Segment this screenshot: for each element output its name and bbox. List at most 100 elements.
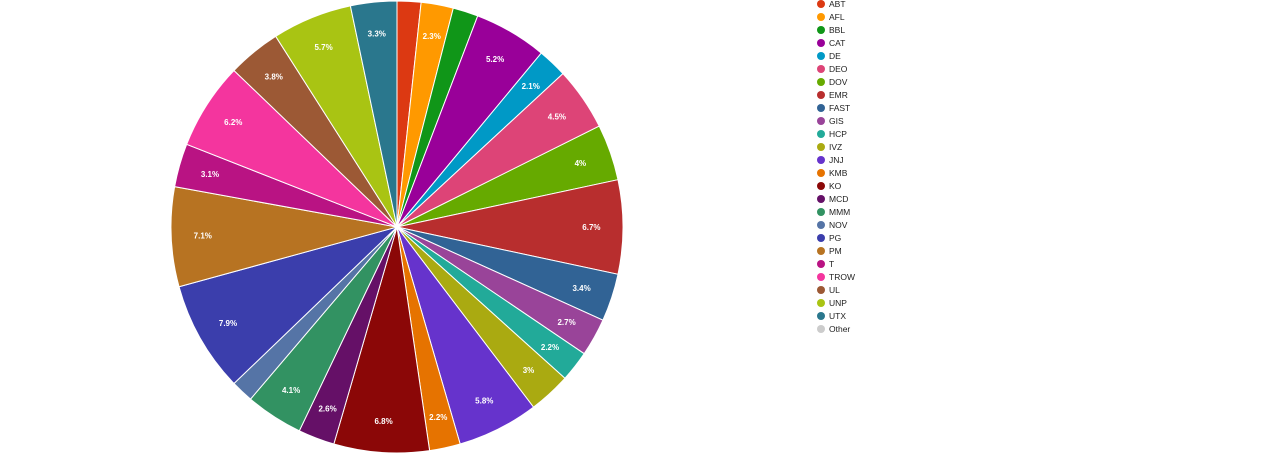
slice-trow-label: 6.2% (224, 118, 242, 127)
slice-ul-label: 3.8% (265, 73, 283, 82)
pie-slices (170, 0, 624, 454)
legend-label: MCD (829, 194, 848, 204)
legend-swatch (817, 312, 825, 320)
legend-label: TROW (829, 272, 855, 282)
legend-item-emr[interactable]: EMR (817, 90, 848, 100)
legend-item-dov[interactable]: DOV (817, 77, 848, 87)
slice-hcp-label: 2.2% (541, 343, 559, 352)
legend-item-unp[interactable]: UNP (817, 298, 847, 308)
slice-pm-label: 7.1% (194, 232, 212, 241)
slice-dov-label: 4% (575, 159, 587, 168)
slice-emr-label: 6.7% (582, 223, 600, 232)
legend-swatch (817, 65, 825, 73)
slice-ivz-label: 3% (523, 366, 535, 375)
legend-label: NOV (829, 220, 848, 230)
slice-pg[interactable] (178, 226, 398, 385)
legend-label: MMM (829, 207, 850, 217)
legend-item-cat[interactable]: CAT (817, 38, 845, 48)
legend-swatch (817, 143, 825, 151)
legend-item-bbl[interactable]: BBL (817, 25, 845, 35)
legend-item-pg[interactable]: PG (817, 233, 841, 243)
legend-item-jnj[interactable]: JNJ (817, 155, 844, 165)
legend-swatch (817, 208, 825, 216)
legend-item-hcp[interactable]: HCP (817, 129, 847, 139)
legend-item-fast[interactable]: FAST (817, 103, 850, 113)
slice-t-label: 3.1% (201, 170, 219, 179)
legend-item-trow[interactable]: TROW (817, 272, 855, 282)
legend-swatch (817, 195, 825, 203)
legend-label: IVZ (829, 142, 842, 152)
legend-label: DEO (829, 64, 848, 74)
slice-labels: 2.3% 5.2% 2.1% 4.5% 4% 6.7% 3.4% 2.7% 2.2% 3% 5.8%… (194, 30, 601, 426)
legend-label: UL (829, 285, 840, 295)
legend-label: Other (829, 324, 850, 334)
legend-item-kmb[interactable]: KMB (817, 168, 848, 178)
slice-pg-label: 7.9% (219, 319, 237, 328)
slice-jnj-label: 5.8% (475, 397, 493, 406)
slice-cat-label: 5.2% (486, 55, 504, 64)
legend-item-t[interactable]: T (817, 259, 834, 269)
legend-swatch (817, 260, 825, 268)
legend-item-gis[interactable]: GIS (817, 116, 844, 126)
legend-swatch (817, 156, 825, 164)
slice-afl-label: 2.3% (423, 32, 441, 41)
legend-swatch (817, 182, 825, 190)
slice-ko-label: 6.8% (374, 417, 392, 426)
legend-swatch (817, 0, 825, 8)
slice-de-label: 2.1% (522, 82, 540, 91)
legend-swatch (817, 286, 825, 294)
legend-swatch (817, 13, 825, 21)
legend-swatch (817, 299, 825, 307)
legend-item-afl[interactable]: AFL (817, 12, 845, 22)
slice-unp-label: 5.7% (314, 43, 332, 52)
legend-swatch (817, 221, 825, 229)
slice-mmm-label: 4.1% (282, 386, 300, 395)
legend-item-other[interactable]: Other (817, 324, 850, 334)
legend-item-nov[interactable]: NOV (817, 220, 848, 230)
slice-mcd-label: 2.6% (318, 405, 336, 414)
slice-fast-label: 3.4% (572, 284, 590, 293)
legend-label: ABT (829, 0, 846, 9)
legend-label: DE (829, 51, 841, 61)
legend: ABT AFL BBL CAT DE DEO DOV EMR FAST GIS HCP IVZ JNJ K… (817, 0, 855, 334)
slice-pm[interactable] (170, 186, 398, 288)
legend-label: FAST (829, 103, 850, 113)
legend-label: BBL (829, 25, 845, 35)
legend-label: KO (829, 181, 842, 191)
legend-label: KMB (829, 168, 848, 178)
legend-swatch (817, 169, 825, 177)
legend-label: T (829, 259, 834, 269)
legend-swatch (817, 39, 825, 47)
legend-item-ivz[interactable]: IVZ (817, 142, 842, 152)
slice-deo-label: 4.5% (548, 113, 566, 122)
legend-swatch (817, 104, 825, 112)
legend-item-de[interactable]: DE (817, 51, 841, 61)
legend-item-ko[interactable]: KO (817, 181, 842, 191)
legend-label: UTX (829, 311, 846, 321)
slice-utx[interactable] (349, 0, 398, 228)
legend-item-abt[interactable]: ABT (817, 0, 846, 9)
legend-swatch (817, 117, 825, 125)
legend-label: PM (829, 246, 842, 256)
legend-item-deo[interactable]: DEO (817, 64, 848, 74)
legend-swatch (817, 26, 825, 34)
legend-swatch (817, 52, 825, 60)
legend-item-ul[interactable]: UL (817, 285, 840, 295)
legend-item-utx[interactable]: UTX (817, 311, 846, 321)
legend-swatch (817, 91, 825, 99)
legend-label: CAT (829, 38, 845, 48)
legend-label: UNP (829, 298, 847, 308)
legend-label: EMR (829, 90, 848, 100)
legend-item-pm[interactable]: PM (817, 246, 842, 256)
slice-gis-label: 2.7% (557, 318, 575, 327)
legend-label: AFL (829, 12, 845, 22)
legend-label: DOV (829, 77, 848, 87)
legend-label: JNJ (829, 155, 844, 165)
legend-label: GIS (829, 116, 844, 126)
legend-swatch (817, 234, 825, 242)
legend-swatch (817, 273, 825, 281)
legend-item-mmm[interactable]: MMM (817, 207, 850, 217)
legend-item-mcd[interactable]: MCD (817, 194, 848, 204)
slice-kmb-label: 2.2% (429, 413, 447, 422)
